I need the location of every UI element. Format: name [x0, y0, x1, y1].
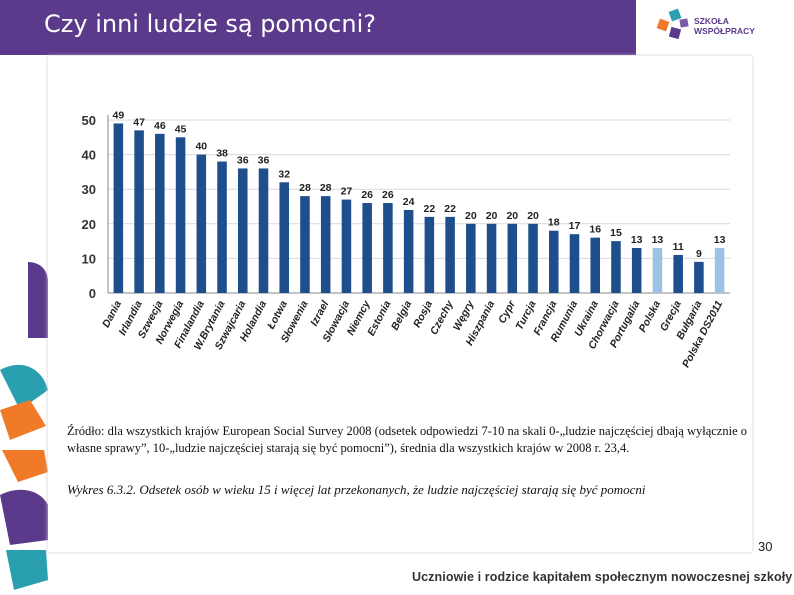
y-tick-label: 10 — [82, 251, 96, 266]
bar-value-label: 38 — [216, 148, 228, 160]
bar-value-label: 49 — [113, 109, 125, 121]
bar — [383, 203, 393, 293]
bar — [362, 203, 372, 293]
bar — [424, 216, 435, 293]
bar — [113, 123, 124, 294]
bar-value-label: 18 — [548, 217, 560, 229]
bar — [528, 223, 538, 293]
bar — [175, 137, 186, 293]
bar-value-label: 22 — [444, 203, 456, 215]
bar — [403, 209, 414, 293]
bar — [694, 261, 704, 293]
bar-value-label: 13 — [714, 234, 726, 246]
bar-value-label: 36 — [258, 154, 270, 166]
decorative-shapes — [0, 262, 48, 590]
szkola-wspolpracy-logo: SZKOŁA WSPÓŁPRACY — [656, 8, 766, 46]
bar-value-label: 17 — [569, 220, 581, 232]
logo-line2: WSPÓŁPRACY — [694, 26, 755, 36]
y-tick-label: 30 — [82, 182, 96, 197]
figure-caption: Wykres 6.3.2. Odsetek osób w wieku 15 i … — [67, 482, 646, 497]
bar-value-label: 20 — [527, 210, 539, 222]
logo-mark-icon — [656, 8, 689, 40]
bar — [341, 199, 352, 293]
bar — [486, 223, 497, 293]
bar-value-label: 13 — [652, 234, 664, 246]
source-note: Źródło: dla wszystkich krajów European S… — [67, 424, 747, 455]
bar-value-label: 26 — [361, 189, 373, 201]
bar — [652, 248, 663, 293]
logo-text: SZKOŁA WSPÓŁPRACY — [694, 16, 755, 36]
category-label: Belgia — [389, 299, 414, 333]
bar — [445, 216, 455, 293]
page-number: 30 — [758, 539, 773, 554]
bar-value-label: 11 — [673, 241, 684, 253]
bar — [548, 230, 559, 293]
bar-chart: 0 10 20 30 40 50 49 47 46 45 40 38 36 36 32 28 28 27 26 26… — [82, 109, 730, 370]
bar-value-label: 20 — [506, 210, 518, 222]
footer-text: Uczniowie i rodzice kapitałem społecznym… — [412, 570, 793, 584]
bar — [611, 241, 621, 293]
bar — [466, 223, 476, 293]
chart-data-labels: 49 47 46 45 40 38 36 36 32 28 28 27 26 26 24 22 22 20 20 20… — [113, 109, 726, 259]
bar-value-label: 20 — [486, 210, 498, 222]
bar — [631, 248, 642, 293]
bar-value-label: 28 — [320, 182, 332, 194]
chart-category-labels: DaniaIrlandiaSzwecjaNorwegiaFinalandiaW.… — [100, 298, 725, 370]
bar — [300, 196, 310, 293]
chart-bars — [113, 123, 725, 294]
bar-value-label: 20 — [465, 210, 477, 222]
bar-value-label: 22 — [424, 203, 436, 215]
bar-value-label: 24 — [403, 196, 415, 208]
bar — [258, 168, 269, 293]
bar — [569, 234, 580, 293]
bar-value-label: 26 — [382, 189, 394, 201]
y-tick-label: 50 — [82, 113, 96, 128]
bar — [155, 133, 165, 293]
bar — [714, 248, 725, 293]
bar — [673, 254, 683, 293]
bar-value-label: 16 — [589, 224, 601, 236]
bar — [507, 223, 518, 293]
y-tick-label: 20 — [82, 217, 96, 232]
bar-value-label: 36 — [237, 154, 249, 166]
bar-value-label: 27 — [341, 186, 353, 198]
bar-value-label: 15 — [610, 227, 622, 239]
title-bar: Czy inni ludzie są pomocni? — [0, 0, 636, 55]
bar — [590, 237, 601, 293]
bar-value-label: 13 — [631, 234, 643, 246]
y-tick-label: 40 — [82, 148, 96, 163]
bar — [196, 154, 207, 293]
bar — [217, 161, 227, 293]
bar-value-label: 9 — [696, 248, 702, 260]
bar-value-label: 47 — [133, 116, 145, 128]
bar-value-label: 45 — [175, 123, 187, 135]
slide-title: Czy inni ludzie są pomocni? — [44, 10, 376, 38]
content-panel — [48, 56, 752, 552]
bar — [279, 182, 290, 293]
bar-value-label: 32 — [278, 168, 290, 180]
bar — [320, 196, 331, 293]
y-tick-label: 0 — [89, 286, 96, 301]
bar-value-label: 28 — [299, 182, 311, 194]
chart-axes: 0 10 20 30 40 50 — [82, 113, 730, 301]
bar — [134, 130, 144, 293]
bar-value-label: 40 — [195, 141, 207, 153]
logo-line1: SZKOŁA — [694, 16, 729, 26]
bar-value-label: 46 — [154, 120, 166, 132]
bar — [237, 168, 248, 293]
